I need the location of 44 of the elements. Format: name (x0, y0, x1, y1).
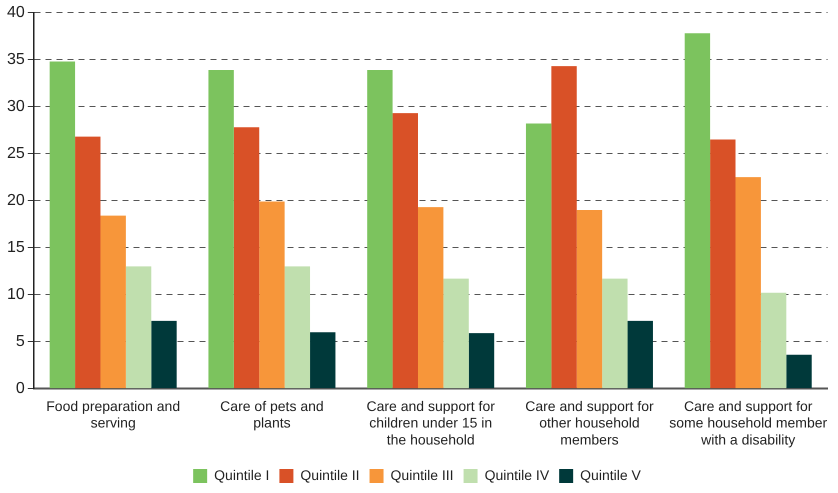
x-tick-label: Care of pets and plants (220, 398, 324, 431)
bar (710, 140, 736, 388)
y-tick-label: 15 (7, 239, 25, 256)
y-tick-label: 5 (16, 333, 25, 350)
bar (760, 292, 786, 388)
bar (392, 113, 418, 388)
y-tick-label: 10 (7, 286, 25, 304)
x-tick-label: Care and support for some household member with a disability (669, 398, 828, 448)
bar (418, 207, 444, 388)
bar (628, 320, 653, 388)
bar (736, 177, 761, 388)
bar (234, 127, 260, 388)
legend-label: Quintile III (390, 466, 454, 483)
bar (284, 266, 310, 388)
bar (100, 216, 126, 388)
bar (75, 136, 100, 388)
bar (602, 278, 628, 388)
legend-label: Quintile I (214, 466, 270, 483)
bar (551, 66, 577, 388)
y-tick-label: 20 (7, 192, 25, 210)
y-tick-label: 35 (7, 51, 25, 68)
bar (259, 202, 285, 388)
legend-label: Quintile IV (484, 466, 550, 483)
bar (786, 354, 812, 388)
bar (684, 33, 710, 388)
legend-label: Quintile II (300, 466, 360, 483)
y-tick-label: 30 (7, 98, 25, 116)
bar (526, 124, 552, 388)
y-tick-label: 0 (16, 380, 25, 398)
y-tick-label: 25 (7, 145, 25, 162)
bar (576, 210, 602, 388)
bar (208, 70, 234, 388)
x-tick-label: Care and support for other household members (525, 398, 654, 448)
bar (310, 332, 336, 388)
bar (126, 266, 152, 388)
bar (50, 61, 76, 388)
bar (151, 320, 177, 388)
y-tick-label: 40 (7, 4, 25, 22)
x-tick-label: Care and support for children under 15 in the household (366, 398, 496, 448)
bar (468, 333, 494, 388)
x-tick-label: Food preparation and serving (46, 398, 180, 431)
bar (443, 278, 469, 388)
bar (367, 70, 393, 388)
legend-label: Quintile V (580, 466, 642, 483)
